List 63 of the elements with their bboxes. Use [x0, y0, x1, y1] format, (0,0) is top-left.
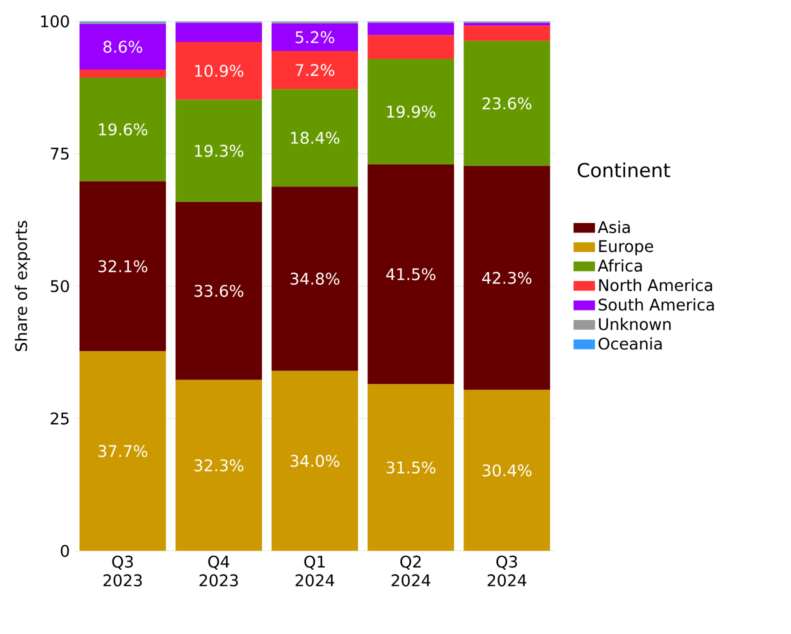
- bar: [272, 51, 358, 90]
- legend-label: Unknown: [599, 318, 671, 330]
- data-label: 41.5%: [386, 268, 436, 280]
- data-label: 37.7%: [98, 445, 148, 458]
- bar: [80, 70, 166, 78]
- data-label: 34.8%: [290, 272, 340, 285]
- data-label: 10.9%: [195, 64, 244, 78]
- data-label: 18.4%: [291, 132, 340, 144]
- legend-label: South America: [598, 298, 714, 311]
- data-label: 42.3%: [482, 272, 532, 284]
- bar: [176, 380, 262, 552]
- bar: [368, 164, 454, 384]
- data-label: 34.0%: [290, 455, 340, 468]
- bar: [272, 24, 358, 52]
- bar: [464, 390, 550, 552]
- data-label: 32.1%: [98, 260, 148, 273]
- bar: [368, 59, 454, 165]
- legend-label: Asia: [598, 220, 630, 234]
- data-label: 31.5%: [386, 462, 436, 474]
- data-label: 19.6%: [99, 124, 148, 136]
- y-tick-label: 100: [41, 15, 69, 28]
- bar: [176, 202, 262, 380]
- y-tick-label: 25: [50, 412, 69, 425]
- y-tick-label: 75: [50, 148, 69, 160]
- legend-label: North America: [599, 278, 712, 292]
- bar: [464, 166, 550, 390]
- data-label: 19.3%: [195, 144, 244, 158]
- bar: [80, 181, 166, 352]
- bar: [272, 371, 358, 552]
- bar: [272, 186, 358, 372]
- data-label: 7.2%: [296, 64, 334, 76]
- bar: [368, 23, 454, 36]
- x-tick-label: Q3 2024: [488, 556, 526, 587]
- y-axis-title: Share of exports: [14, 221, 30, 352]
- bar: [80, 24, 166, 70]
- bar: [272, 89, 358, 187]
- data-label: 32.3%: [194, 460, 244, 472]
- bar: [80, 78, 166, 182]
- legend-label: Europe: [599, 240, 654, 256]
- data-label: 30.4%: [482, 464, 532, 477]
- legend-label: Africa: [598, 259, 642, 272]
- bar: [368, 384, 454, 552]
- bar: [176, 23, 262, 42]
- x-tick-label: Q1 2024: [296, 556, 334, 587]
- bar: [176, 42, 262, 100]
- bar: [368, 35, 454, 60]
- y-tick-label: 0: [60, 545, 69, 558]
- y-tick-label: 50: [50, 280, 69, 292]
- x-tick-label: Q4 2023: [200, 556, 238, 587]
- x-tick-label: Q3 2023: [104, 556, 142, 587]
- data-label: 19.9%: [387, 106, 436, 118]
- legend-title: Continent: [578, 162, 670, 178]
- bar: [464, 26, 550, 42]
- x-tick-label: Q2 2024: [392, 556, 430, 587]
- data-label: 5.2%: [296, 31, 334, 44]
- bar: [176, 100, 262, 202]
- bar: [80, 351, 166, 552]
- data-label: 8.6%: [103, 40, 142, 54]
- data-label: 23.6%: [482, 98, 532, 110]
- data-label: 33.6%: [194, 285, 244, 298]
- bar: [464, 23, 550, 26]
- bar: [464, 41, 550, 166]
- legend-label: Oceania: [598, 337, 662, 350]
